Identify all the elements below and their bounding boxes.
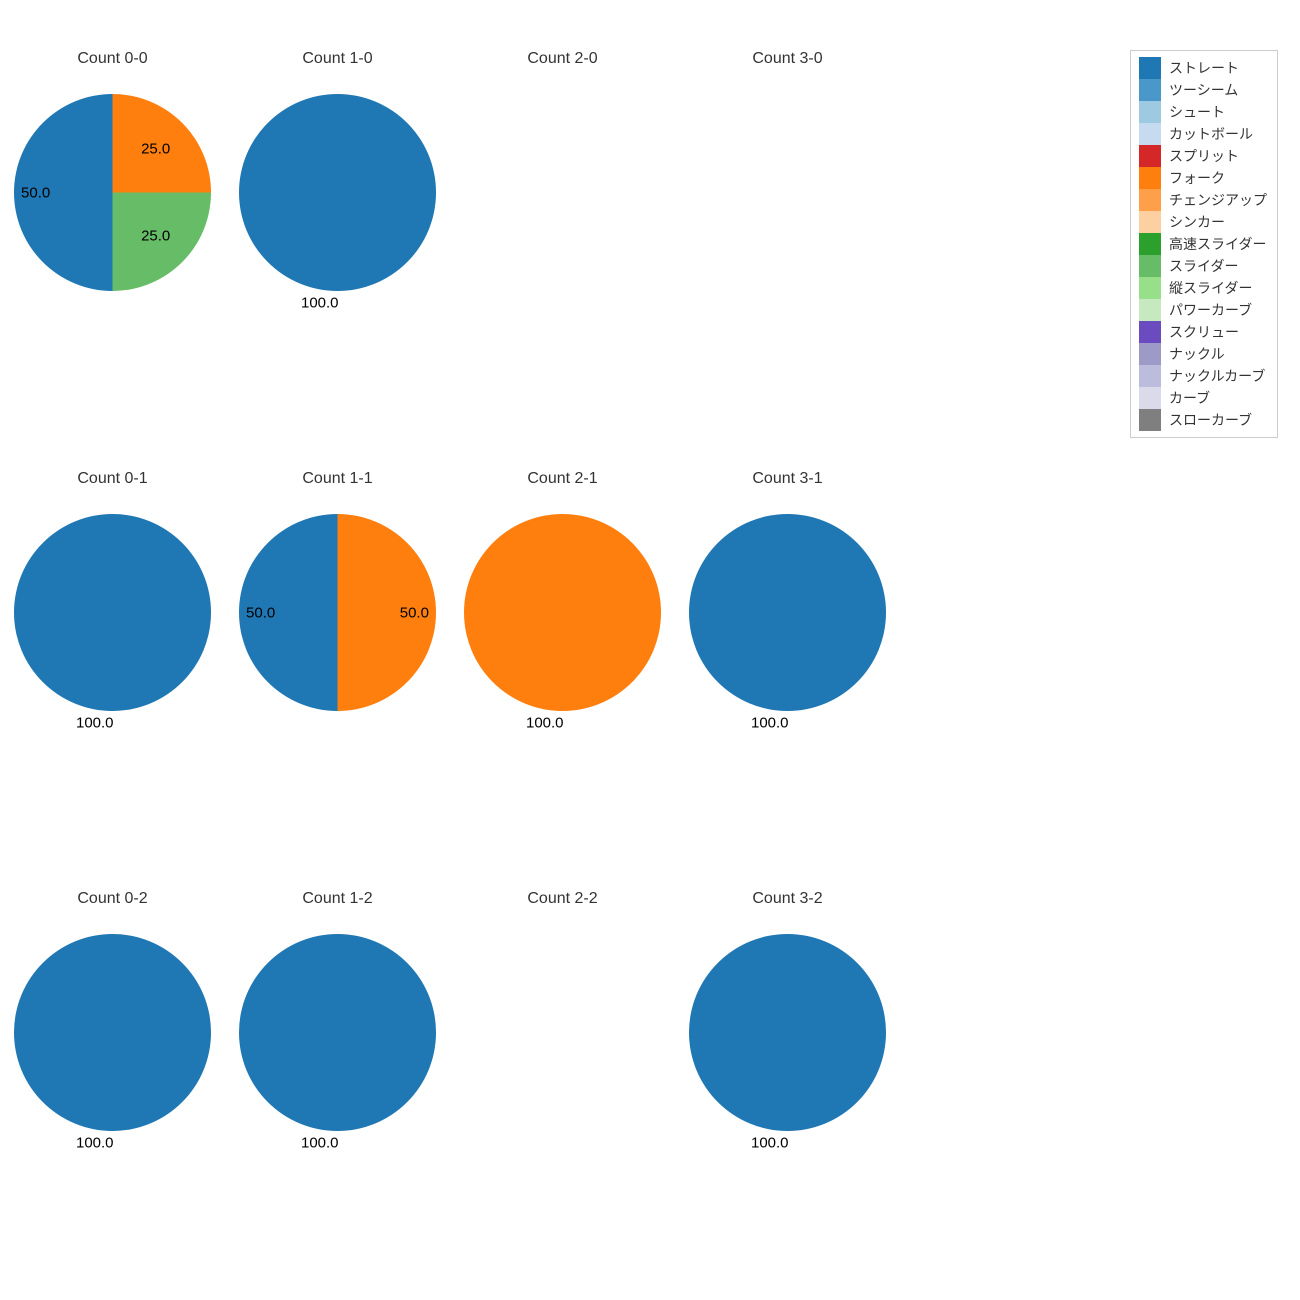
pie-chart xyxy=(464,94,661,291)
slice-value-label: 50.0 xyxy=(21,184,50,201)
pie-grid: Count 0-050.025.025.0Count 1-0100.0Count… xyxy=(0,0,900,1300)
legend-label: ナックルカーブ xyxy=(1169,366,1265,386)
panel-title: Count 0-0 xyxy=(0,50,225,68)
legend-label: 高速スライダー xyxy=(1169,234,1266,254)
panel-title: Count 0-1 xyxy=(0,470,225,488)
legend-swatch xyxy=(1139,233,1161,255)
panel-title: Count 3-0 xyxy=(675,50,900,68)
pie-panel: Count 3-1 100.0 xyxy=(675,420,900,840)
pie-panel: Count 0-0 50.0 25.0 25.0 xyxy=(0,0,225,420)
pie-chart xyxy=(239,934,436,1131)
pie-panel: Count 1-2 100.0 xyxy=(225,840,450,1260)
slice-value-label: 100.0 xyxy=(76,714,114,731)
legend-row: ナックルカーブ xyxy=(1139,365,1267,387)
panel-title: Count 1-2 xyxy=(225,890,450,908)
legend-row: ストレート xyxy=(1139,57,1267,79)
legend-swatch xyxy=(1139,211,1161,233)
legend-swatch xyxy=(1139,365,1161,387)
pie-chart xyxy=(464,934,661,1131)
pie-panel: Count 2-1 100.0 xyxy=(450,420,675,840)
slice-value-label: 50.0 xyxy=(400,604,429,621)
legend-swatch xyxy=(1139,277,1161,299)
legend-swatch xyxy=(1139,387,1161,409)
pie-panel: Count 0-1 100.0 xyxy=(0,420,225,840)
legend-swatch xyxy=(1139,101,1161,123)
pie-chart xyxy=(239,94,436,291)
legend: ストレートツーシームシュートカットボールスプリットフォークチェンジアップシンカー… xyxy=(1130,50,1278,438)
legend-label: ストレート xyxy=(1169,58,1239,78)
slice-value-label: 100.0 xyxy=(301,294,339,311)
legend-row: スローカーブ xyxy=(1139,409,1267,431)
legend-row: チェンジアップ xyxy=(1139,189,1267,211)
panel-title: Count 3-2 xyxy=(675,890,900,908)
legend-row: ツーシーム xyxy=(1139,79,1267,101)
legend-label: スライダー xyxy=(1169,256,1238,276)
legend-row: スクリュー xyxy=(1139,321,1267,343)
legend-label: パワーカーブ xyxy=(1169,300,1252,320)
pie-panel: Count 2-2 xyxy=(450,840,675,1260)
slice-value-label: 100.0 xyxy=(751,714,789,731)
legend-label: ツーシーム xyxy=(1169,80,1238,100)
legend-row: スライダー xyxy=(1139,255,1267,277)
legend-label: スプリット xyxy=(1169,146,1239,166)
legend-row: ナックル xyxy=(1139,343,1267,365)
slice-value-label: 25.0 xyxy=(141,141,170,158)
legend-swatch xyxy=(1139,57,1161,79)
panel-title: Count 0-2 xyxy=(0,890,225,908)
legend-swatch xyxy=(1139,167,1161,189)
pie-chart xyxy=(464,514,661,711)
slice-value-label: 50.0 xyxy=(246,604,275,621)
pie-panel: Count 1-0 100.0 xyxy=(225,0,450,420)
legend-row: パワーカーブ xyxy=(1139,299,1267,321)
slice-value-label: 100.0 xyxy=(526,714,564,731)
panel-title: Count 1-1 xyxy=(225,470,450,488)
legend-swatch xyxy=(1139,321,1161,343)
legend-row: カーブ xyxy=(1139,387,1267,409)
legend-label: チェンジアップ xyxy=(1169,190,1267,210)
pie-chart xyxy=(689,94,886,291)
legend-label: シンカー xyxy=(1169,212,1225,232)
legend-row: シンカー xyxy=(1139,211,1267,233)
pie-chart xyxy=(14,934,211,1131)
legend-row: スプリット xyxy=(1139,145,1267,167)
legend-swatch xyxy=(1139,79,1161,101)
pie-panel: Count 2-0 xyxy=(450,0,675,420)
legend-swatch xyxy=(1139,299,1161,321)
pie-panel: Count 3-2 100.0 xyxy=(675,840,900,1260)
panel-title: Count 2-1 xyxy=(450,470,675,488)
legend-swatch xyxy=(1139,343,1161,365)
legend-label: シュート xyxy=(1169,102,1225,122)
slice-value-label: 100.0 xyxy=(76,1134,114,1151)
legend-label: カットボール xyxy=(1169,124,1253,144)
legend-label: スクリュー xyxy=(1169,322,1239,342)
legend-swatch xyxy=(1139,409,1161,431)
panel-title: Count 3-1 xyxy=(675,470,900,488)
legend-row: フォーク xyxy=(1139,167,1267,189)
legend-swatch xyxy=(1139,255,1161,277)
pie-panel: Count 0-2 100.0 xyxy=(0,840,225,1260)
legend-label: 縦スライダー xyxy=(1169,278,1252,298)
legend-row: カットボール xyxy=(1139,123,1267,145)
pie-chart xyxy=(689,514,886,711)
legend-label: カーブ xyxy=(1169,388,1210,408)
legend-label: ナックル xyxy=(1169,344,1225,364)
legend-row: 縦スライダー xyxy=(1139,277,1267,299)
legend-row: 高速スライダー xyxy=(1139,233,1267,255)
legend-swatch xyxy=(1139,145,1161,167)
legend-swatch xyxy=(1139,123,1161,145)
slice-value-label: 100.0 xyxy=(751,1134,789,1151)
legend-label: スローカーブ xyxy=(1169,410,1252,430)
pie-panel: Count 1-1 50.0 50.0 xyxy=(225,420,450,840)
panel-title: Count 1-0 xyxy=(225,50,450,68)
legend-swatch xyxy=(1139,189,1161,211)
pie-chart xyxy=(14,514,211,711)
legend-label: フォーク xyxy=(1169,168,1225,188)
pie-panel: Count 3-0 xyxy=(675,0,900,420)
panel-title: Count 2-0 xyxy=(450,50,675,68)
legend-row: シュート xyxy=(1139,101,1267,123)
slice-value-label: 25.0 xyxy=(141,227,170,244)
panel-title: Count 2-2 xyxy=(450,890,675,908)
pie-chart xyxy=(689,934,886,1131)
slice-value-label: 100.0 xyxy=(301,1134,339,1151)
